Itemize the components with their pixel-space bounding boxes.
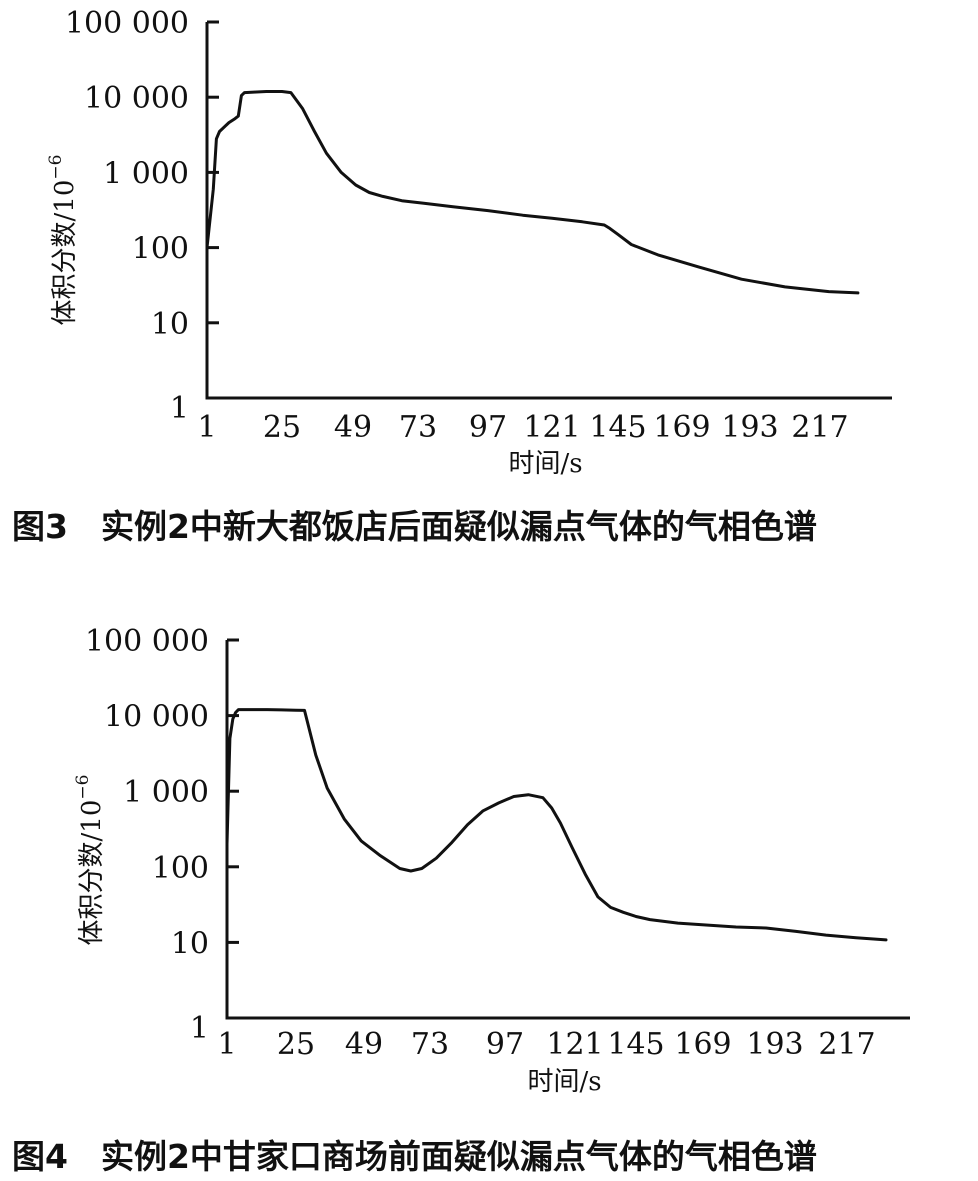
y-tick-label: 1 (190, 1011, 209, 1046)
y-tick-label: 1 (170, 391, 189, 426)
x-tick-label: 217 (818, 1027, 875, 1062)
x-tick-label: 121 (523, 410, 580, 445)
x-tick-label: 25 (263, 410, 301, 445)
figure-caption: 图4 实例2中甘家口商场前面疑似漏点气体的气相色谱 (12, 1137, 817, 1176)
y-axis-label: 体积分数/10−6 (73, 775, 107, 946)
x-tick-label: 97 (486, 1027, 524, 1062)
x-tick-label: 217 (791, 410, 848, 445)
y-tick-label: 100 000 (65, 6, 189, 41)
x-axis-label: 时间/s (527, 1067, 601, 1097)
y-tick-label: 10 000 (84, 81, 189, 116)
series-line (205, 90, 860, 295)
y-axis-label: 体积分数/10−6 (46, 155, 80, 326)
x-axis-label: 时间/s (508, 449, 582, 479)
x-tick-label: 121 (546, 1027, 603, 1062)
x-tick-label: 169 (653, 410, 710, 445)
x-tick-label: 25 (277, 1027, 315, 1062)
x-tick-label: 73 (399, 410, 437, 445)
x-tick-label: 193 (746, 1027, 803, 1062)
x-tick-label: 49 (345, 1027, 383, 1062)
y-tick-label: 10 (171, 926, 209, 961)
chart-4: 1 10 100 1 000 10 000 100 000 1 25 49 73 97 121 145 1… (12, 624, 910, 1176)
y-tick-label: 1 000 (123, 775, 209, 810)
x-tick-label: 97 (469, 410, 507, 445)
figure-caption: 图3 实例2中新大都饭店后面疑似漏点气体的气相色谱 (12, 507, 817, 546)
y-tick-label: 1 000 (103, 156, 189, 191)
x-tick-label: 73 (411, 1027, 449, 1062)
x-tick-label: 169 (674, 1027, 731, 1062)
y-tick-label: 100 (132, 232, 189, 267)
axis-lines (205, 22, 892, 400)
x-tick-label: 1 (217, 1027, 236, 1062)
axis-lines (225, 640, 910, 1020)
y-tick-label: 100 (152, 851, 209, 886)
x-tick-label: 193 (721, 410, 778, 445)
x-tick-label: 145 (589, 410, 646, 445)
x-tick-label: 49 (334, 410, 372, 445)
y-tick-label: 10 (151, 307, 189, 342)
y-tick-label: 100 000 (85, 624, 209, 659)
y-tick-label: 10 000 (104, 700, 209, 735)
series-line (225, 708, 888, 942)
x-tick-label: 1 (197, 410, 216, 445)
x-tick-label: 145 (607, 1027, 664, 1062)
